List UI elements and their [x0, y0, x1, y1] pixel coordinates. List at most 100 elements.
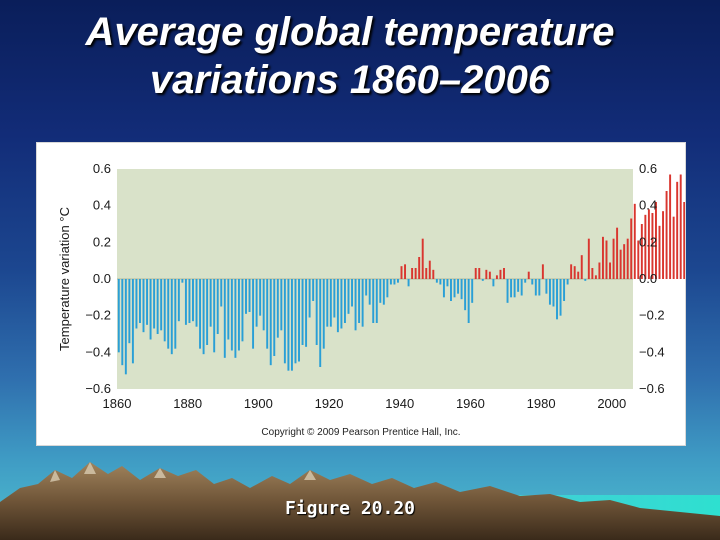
bar-2002	[619, 249, 622, 279]
bar-1892	[230, 279, 233, 351]
x-tick-label: 1900	[244, 396, 273, 411]
bar-1996	[598, 262, 601, 279]
bar-1917	[319, 279, 322, 367]
y-axis-right: 0.6 0.4 0.2 0.0 −0.2 −0.4 −0.6	[639, 161, 665, 396]
y-tick-left-label: 0.6	[93, 161, 111, 176]
bar-1942	[407, 279, 410, 287]
bar-1870	[153, 279, 156, 329]
bar-1914	[308, 279, 311, 318]
slide-title: Average global temperature variations 18…	[0, 8, 700, 104]
bar-1937	[389, 279, 392, 285]
bar-1867	[142, 279, 145, 333]
y-axis-label: Temperature variation °C	[57, 207, 72, 351]
y-tick-right-label: 0.0	[639, 271, 657, 286]
y-tick-left-label: 0.4	[93, 198, 111, 213]
bar-1990	[577, 271, 580, 279]
bar-1956	[457, 279, 460, 294]
y-tick-right-label: 0.4	[639, 198, 657, 213]
bar-1905	[276, 279, 279, 338]
bar-1938	[393, 279, 396, 285]
bar-1973	[517, 279, 520, 292]
bar-1901	[262, 279, 265, 331]
bar-1952	[442, 279, 445, 298]
bar-1983	[552, 279, 555, 307]
bar-1970	[506, 279, 509, 303]
bar-1890	[223, 279, 226, 358]
bar-2012	[655, 202, 657, 279]
bar-1920	[329, 279, 332, 327]
bar-1923	[340, 279, 343, 329]
bar-1945	[418, 257, 421, 279]
x-tick-label: 1960	[456, 396, 485, 411]
bar-2005	[630, 218, 633, 279]
bar-1919	[326, 279, 329, 327]
bar-2010	[647, 209, 650, 279]
bar-1876	[174, 279, 177, 349]
bar-1916	[315, 279, 318, 345]
bar-1896	[245, 279, 247, 314]
bar-1925	[347, 279, 350, 314]
bar-1891	[227, 279, 230, 340]
bar-1946	[421, 238, 424, 279]
bar-1940	[400, 266, 403, 279]
bar-1955	[453, 279, 456, 298]
y-axis-left: 0.6 0.4 0.2 0.0 −0.2 −0.4 −0.6	[85, 161, 111, 396]
bar-1958	[464, 279, 467, 311]
bar-1987	[566, 279, 569, 285]
bar-1971	[510, 279, 513, 298]
bar-1984	[556, 279, 558, 320]
bar-1928	[358, 279, 361, 323]
y-tick-left-label: −0.4	[85, 344, 111, 359]
bar-1900	[259, 279, 262, 316]
bar-1860	[117, 279, 120, 353]
bar-1924	[343, 279, 346, 323]
bar-1988	[570, 264, 573, 279]
bar-1978	[534, 279, 537, 296]
y-tick-left-label: 0.0	[93, 271, 111, 286]
bar-1882	[195, 279, 198, 327]
bar-1909	[290, 279, 293, 371]
bar-1915	[312, 279, 315, 301]
bar-1957	[460, 279, 463, 300]
bar-1875	[170, 279, 173, 355]
bar-1862	[124, 279, 127, 375]
bar-1874	[167, 279, 170, 349]
bar-1944	[414, 268, 417, 279]
bar-1888	[216, 279, 219, 334]
bar-1967	[495, 275, 498, 279]
bar-1977	[531, 279, 534, 285]
bar-2007	[637, 240, 640, 279]
bar-1887	[213, 279, 216, 353]
bar-1893	[234, 279, 237, 358]
bar-1989	[573, 266, 576, 279]
bar-1965	[488, 271, 491, 279]
bar-1943	[411, 268, 414, 279]
bar-1904	[273, 279, 276, 356]
x-tick-label: 2000	[597, 396, 626, 411]
y-tick-left-label: −0.6	[85, 381, 111, 396]
bar-1880	[188, 279, 191, 323]
bar-2017	[672, 216, 675, 279]
bar-1873	[163, 279, 166, 342]
y-tick-right-label: 0.2	[639, 234, 657, 249]
bar-2018	[676, 181, 679, 279]
bar-1950	[435, 279, 438, 283]
figure-panel: 0.6 0.4 0.2 0.0 −0.2 −0.4 −0.6 0.6 0.4 0.2 0.0 −0.…	[36, 142, 686, 446]
bar-1885	[206, 279, 209, 345]
copyright-notice: Copyright © 2009 Pearson Prentice Hall, …	[261, 427, 461, 438]
bar-1974	[520, 279, 523, 296]
slide-title-line2: variations 1860–2006	[149, 58, 551, 102]
bar-1918	[322, 279, 325, 349]
bar-1961	[474, 268, 477, 279]
bar-1976	[527, 271, 530, 279]
bar-1868	[146, 279, 149, 325]
bar-1960	[471, 279, 474, 303]
bar-1964	[485, 269, 488, 279]
bar-1962	[478, 268, 481, 279]
bar-1884	[202, 279, 205, 355]
bar-2015	[665, 191, 668, 279]
bar-1895	[241, 279, 244, 342]
bar-1886	[209, 279, 212, 327]
temperature-bar-chart: 0.6 0.4 0.2 0.0 −0.2 −0.4 −0.6 0.6 0.4 0.2 0.0 −0.…	[57, 161, 685, 411]
bar-1871	[156, 279, 159, 334]
